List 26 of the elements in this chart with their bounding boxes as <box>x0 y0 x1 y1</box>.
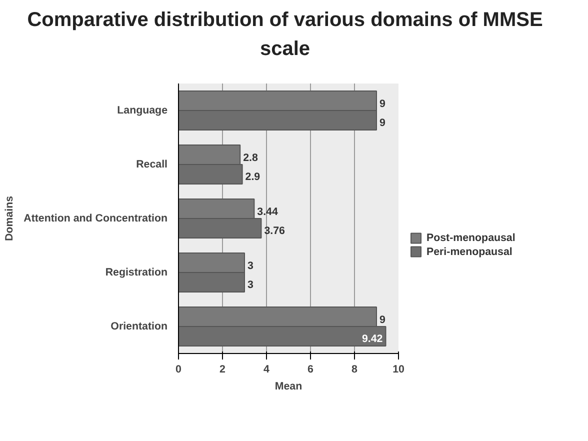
data-label: 3 <box>248 260 254 272</box>
data-label: 9 <box>380 314 386 326</box>
data-label: 2.9 <box>245 171 260 184</box>
chart-title: Comparative distribution of various domains of MMSE scale <box>26 8 544 62</box>
legend-label: Peri-menopausal <box>426 246 512 258</box>
data-label: 9 <box>380 117 386 130</box>
data-label: 2.8 <box>243 152 258 164</box>
data-label: 9 <box>380 98 386 110</box>
x-axis-title: Mean <box>274 380 302 393</box>
data-label: 3 <box>248 279 254 292</box>
x-tick-label: 10 <box>392 364 404 376</box>
y-tick-label: Attention and Concentration <box>24 212 168 225</box>
y-tick-label: Recall <box>136 158 168 171</box>
x-tick-label: 8 <box>352 364 358 376</box>
y-axis-title: Domains <box>4 196 16 242</box>
data-label: 3.44 <box>257 206 278 218</box>
data-label: 9.42 <box>362 333 383 346</box>
legend-label: Post-menopausal <box>426 232 516 244</box>
x-tick-label: 4 <box>264 364 270 376</box>
y-tick-label: Orientation <box>110 320 168 333</box>
x-tick-label: 6 <box>308 364 314 376</box>
x-tick-label: 2 <box>220 364 226 376</box>
x-tick-label: 0 <box>176 364 182 376</box>
y-tick-label: Language <box>117 104 168 117</box>
data-label: 3.76 <box>264 225 286 238</box>
y-tick-label: Registration <box>105 266 168 279</box>
